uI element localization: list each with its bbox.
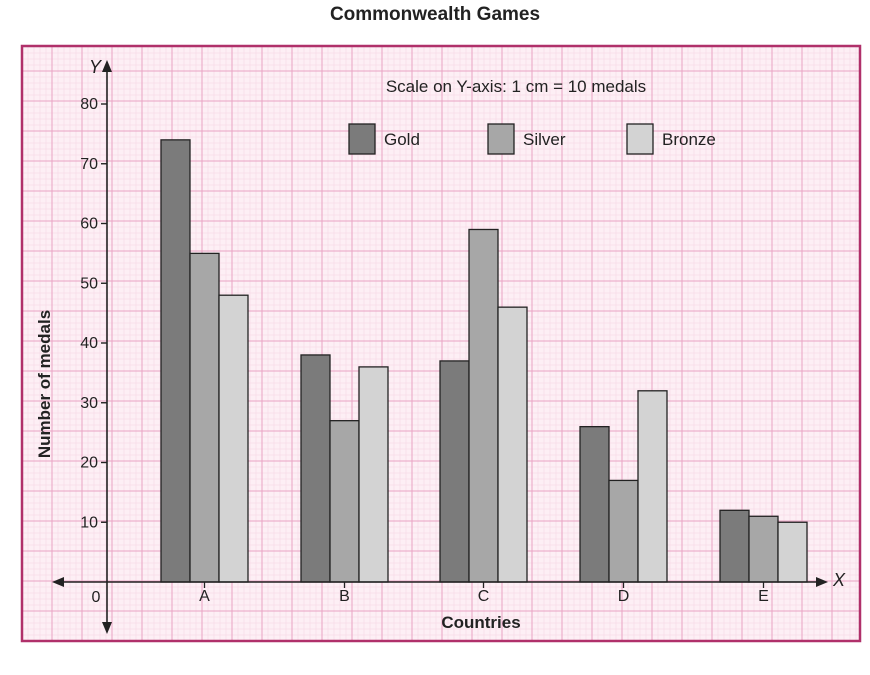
y-axis-title: Number of medals: [35, 310, 54, 458]
bar-bronze-a: [218, 294, 249, 583]
y-tick-label: 40: [80, 335, 98, 352]
bar-bronze-b: [358, 366, 389, 583]
x-axis-title: Countries: [441, 613, 520, 632]
axes: 10 20 30 40 50 60 70 80 A B C D E: [52, 60, 828, 634]
y-tick-label: 50: [80, 275, 98, 292]
scale-note: Scale on Y-axis: 1 cm = 10 medals: [386, 77, 646, 96]
y-axis-arrow-up: [102, 60, 112, 72]
bar-silver-d: [608, 479, 639, 583]
legend-label-gold: Gold: [384, 130, 420, 149]
x-tick-label: B: [339, 588, 350, 605]
legend: Gold Silver Bronze: [348, 123, 716, 155]
y-tick-label: 20: [80, 455, 98, 472]
y-tick-label: 70: [80, 156, 98, 173]
y-tick-label: 60: [80, 216, 98, 233]
x-tick-label: C: [478, 588, 490, 605]
bar-silver-c: [468, 228, 499, 583]
x-tick-label: D: [618, 588, 630, 605]
bar-silver-b: [329, 420, 360, 583]
chart-title: Commonwealth Games: [329, 4, 541, 25]
y-axis-letter: Y: [89, 57, 103, 77]
y-axis-arrow-down: [102, 622, 112, 634]
bar-silver-a: [189, 252, 220, 583]
legend-label-bronze: Bronze: [662, 130, 716, 149]
bar-bronze-c: [497, 306, 528, 583]
x-axis-letter: X: [832, 570, 846, 590]
x-axis-arrow-right: [816, 577, 828, 587]
legend-swatch-gold: [348, 123, 376, 155]
y-tick-label: 10: [80, 514, 98, 531]
bar-gold-b: [300, 354, 331, 583]
bar-gold-d: [579, 425, 610, 583]
origin-label: 0: [92, 589, 101, 606]
graph-frame: [20, 44, 862, 643]
bar-gold-c: [439, 360, 470, 583]
bar-bronze-e: [777, 521, 808, 583]
x-tick-label: A: [199, 588, 210, 605]
x-axis-arrow-left: [52, 577, 64, 587]
legend-label-silver: Silver: [523, 130, 566, 149]
bars: [160, 139, 808, 583]
legend-swatch-silver: [487, 123, 515, 155]
y-tick-label: 30: [80, 395, 98, 412]
y-tick-label: 80: [80, 96, 98, 113]
bar-gold-a: [160, 139, 191, 583]
bar-bronze-d: [637, 390, 668, 583]
bar-gold-e: [719, 509, 750, 583]
bar-silver-e: [748, 515, 779, 583]
legend-swatch-bronze: [626, 123, 654, 155]
x-tick-label: E: [758, 588, 769, 605]
